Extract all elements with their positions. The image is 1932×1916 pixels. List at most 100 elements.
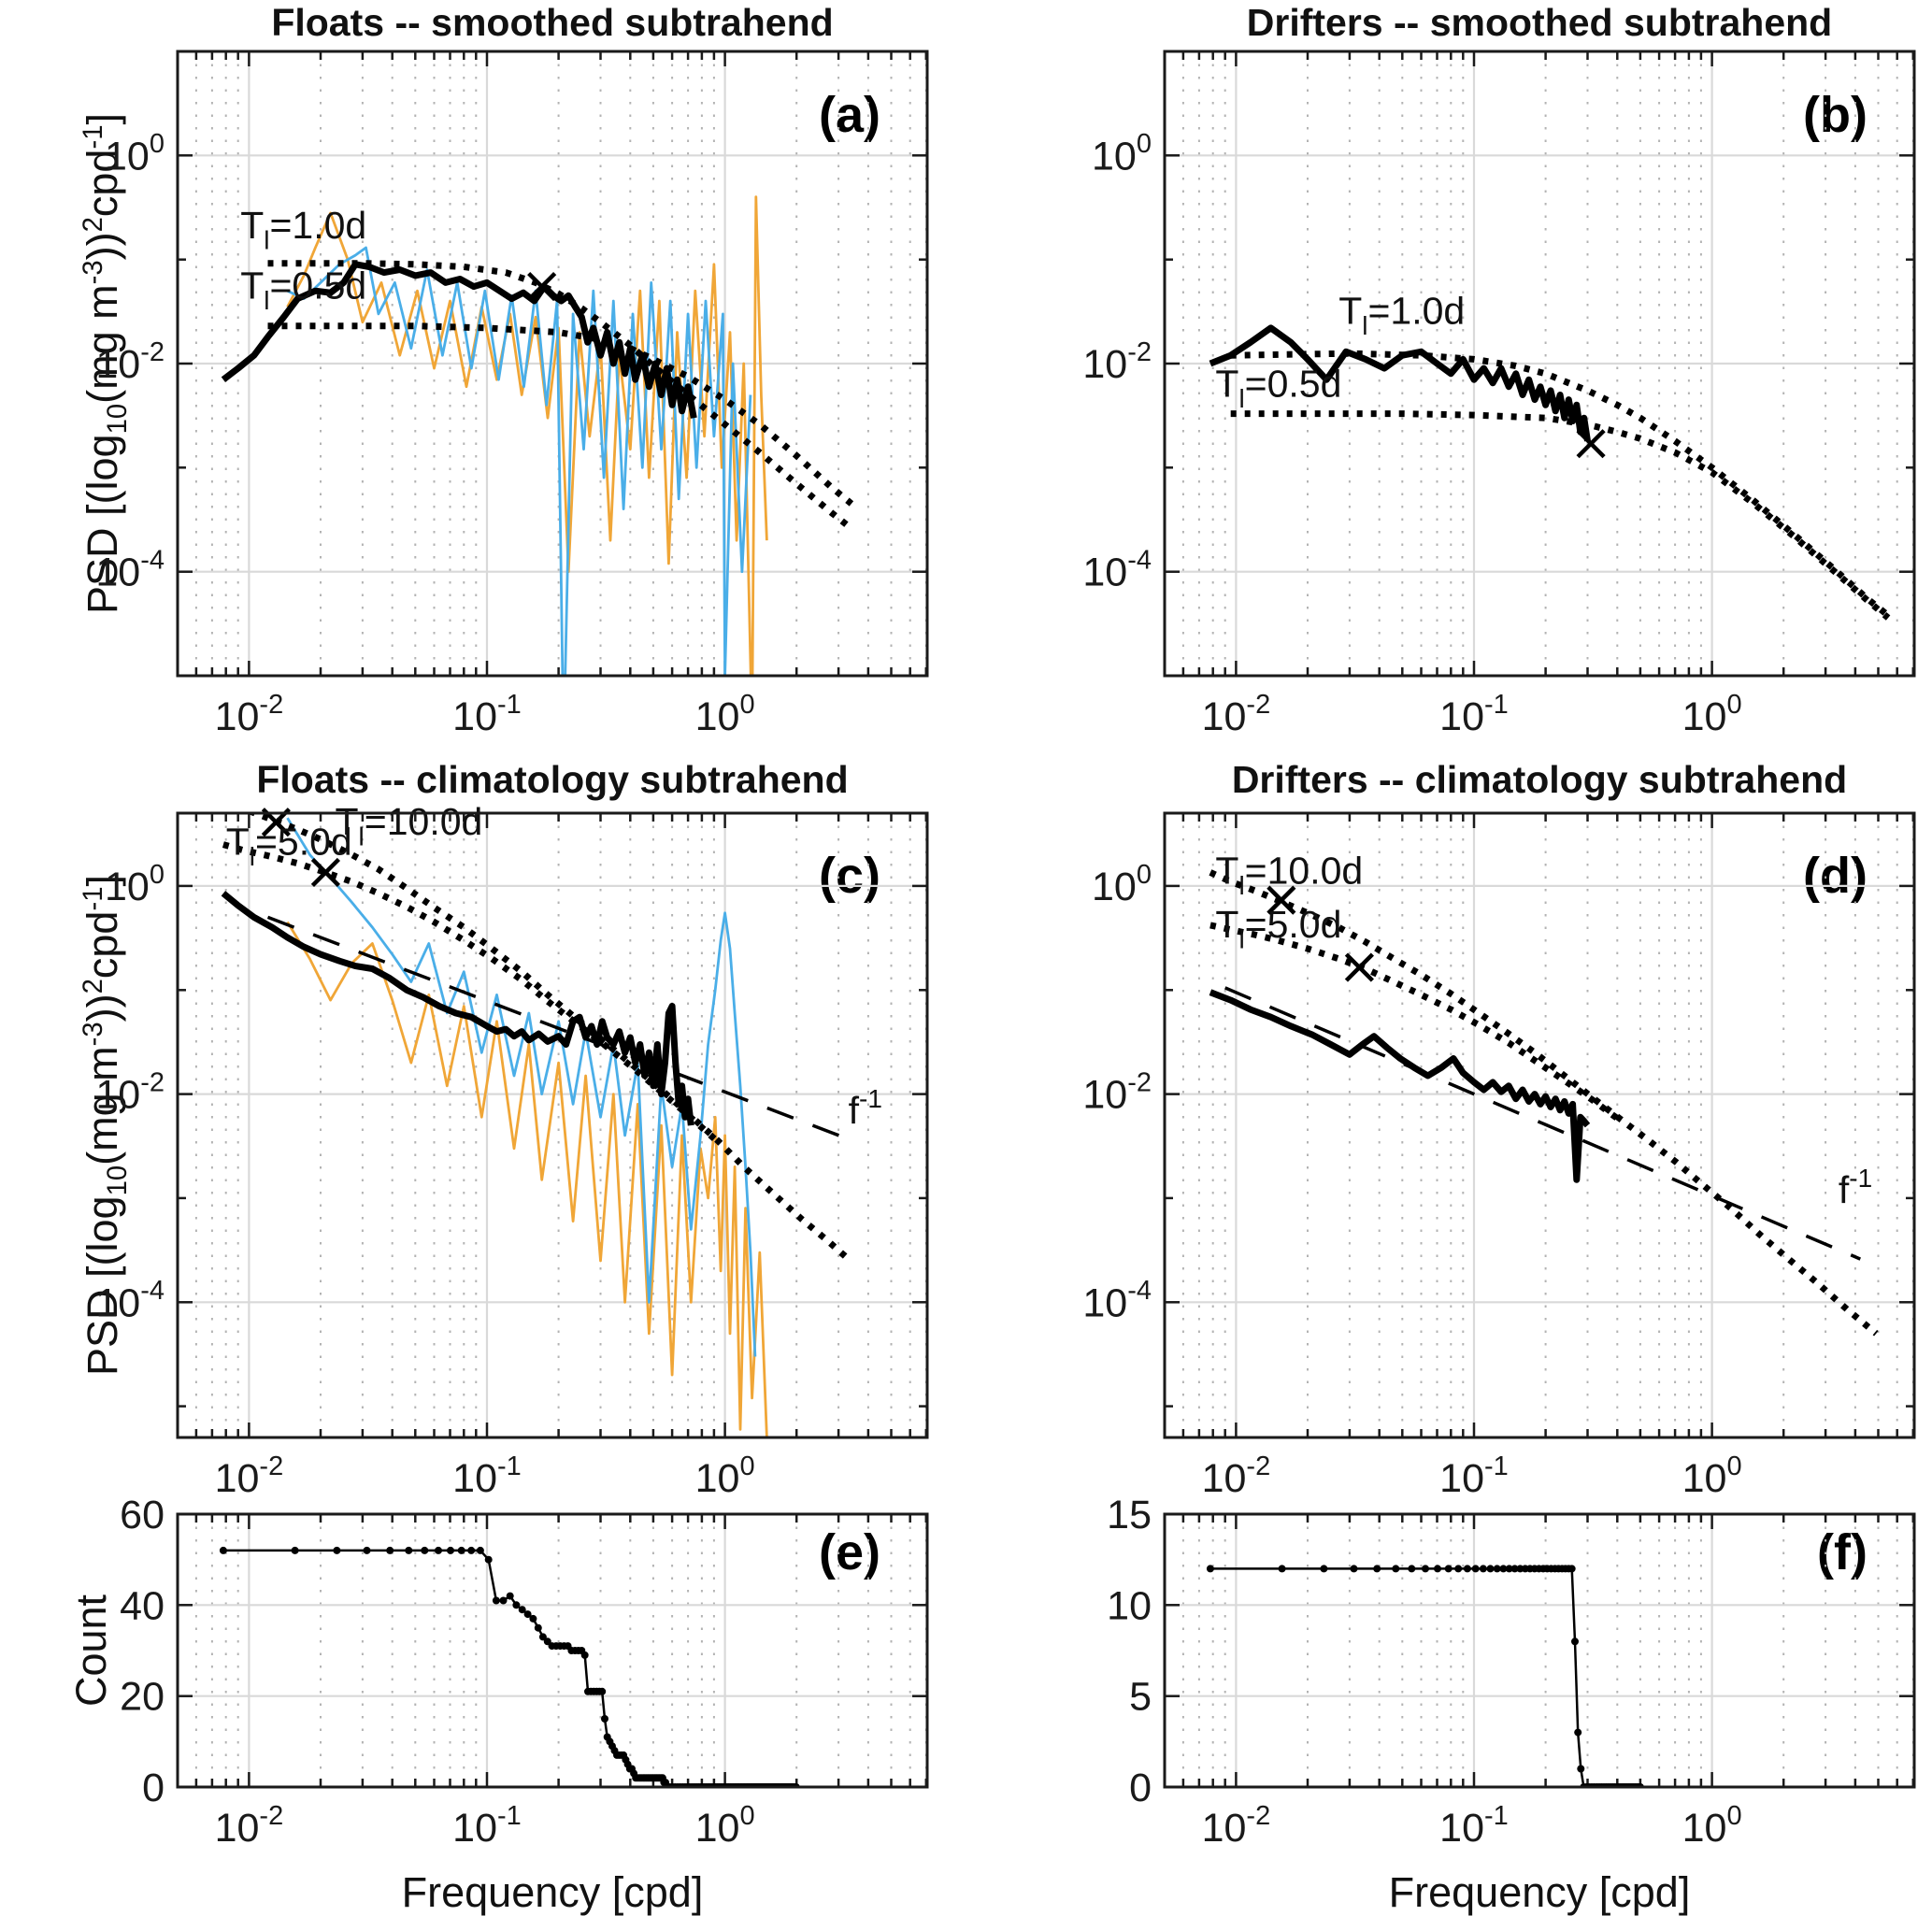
x-markers-d (1267, 885, 1374, 982)
ticks-e (178, 1512, 928, 1789)
y-tick-labels-f: 0 5 10 15 (1107, 1493, 1152, 1810)
annotation-d-1: Tl=5.0d (1215, 903, 1341, 953)
axis-box-c (176, 811, 929, 1439)
annotation-d-2: f-1 (1839, 1164, 1872, 1211)
panel-f-plot: 10-2 10-1 100 0 5 10 15 (1107, 1493, 1916, 1851)
annotation-c-1: Tl=10.0d (336, 800, 483, 851)
series-float-psd-member-1 (286, 195, 768, 676)
series-filter-response-T0.5d (1230, 410, 1891, 621)
grid-c (178, 813, 927, 1437)
svg-text:15: 15 (1107, 1493, 1152, 1537)
svg-text:10-2: 10-2 (1202, 1451, 1271, 1501)
x-markers-a (527, 271, 557, 302)
svg-text:10-1: 10-1 (1439, 690, 1509, 739)
annotation-c-2: f-1 (849, 1084, 882, 1132)
panel-e-plot: 10-2 10-1 100 0 20 40 60 (120, 1493, 929, 1851)
count-ylabel: Count (67, 1594, 115, 1708)
svg-text:10-2: 10-2 (1082, 1068, 1152, 1118)
svg-text:20: 20 (120, 1675, 165, 1720)
series-drifter-mean-psd (1209, 989, 1591, 1183)
axis-box-d (1163, 811, 1916, 1439)
panel-e-letter: (e) (819, 1524, 880, 1580)
xlabel-left: Frequency [cpd] (401, 1868, 704, 1916)
annotation-a-0: Tl=1.0d (240, 204, 366, 254)
panel-c-letter: (c) (819, 848, 880, 904)
series-float-psd-member-1 (286, 921, 768, 1437)
svg-text:10-2: 10-2 (95, 337, 165, 387)
svg-text:100: 100 (1682, 1801, 1742, 1851)
series-filter-response-T0.5d (267, 322, 854, 507)
panel-b-title: Drifters -- smoothed subtrahend (1246, 1, 1833, 44)
axis-box-a (176, 50, 929, 678)
grid-d (1165, 813, 1914, 1437)
axis-box-e (176, 1512, 929, 1789)
svg-text:10-2: 10-2 (1202, 690, 1271, 739)
svg-text:10-4: 10-4 (1082, 1276, 1152, 1325)
svg-text:10-4: 10-4 (1082, 546, 1152, 595)
annotation-d-0: Tl=10.0d (1215, 850, 1363, 900)
svg-text:40: 40 (120, 1583, 165, 1628)
series-filter-response-T1.0d (1230, 350, 1891, 619)
svg-text:10-2: 10-2 (215, 1451, 284, 1501)
panel-b-plot: Tl=1.0d Tl=0.5d 10-2 10-1 100 100 10-2 10-4 (1082, 50, 1916, 739)
svg-text:10-2: 10-2 (1082, 337, 1152, 387)
svg-text:100: 100 (695, 690, 755, 739)
panel-d-letter: (d) (1803, 848, 1868, 904)
svg-text:100: 100 (695, 1801, 755, 1851)
svg-text:100: 100 (1092, 129, 1152, 179)
ticks-f (1165, 1512, 1915, 1789)
svg-text:60: 60 (120, 1493, 165, 1537)
svg-text:10-2: 10-2 (215, 1801, 284, 1851)
y-tick-labels-e: 0 20 40 60 (120, 1493, 165, 1810)
annotation-c-0: Tl=5.0d (226, 820, 352, 870)
svg-text:100: 100 (695, 1451, 755, 1501)
svg-text:10-2: 10-2 (95, 1068, 165, 1118)
panel-d-title: Drifters -- climatology subtrahend (1231, 758, 1848, 801)
annotation-b-0: Tl=1.0d (1338, 290, 1465, 340)
grid-a (178, 51, 927, 676)
x-markers-b (1576, 429, 1606, 459)
svg-text:10-4: 10-4 (95, 1276, 165, 1325)
x-tick-labels-e: 10-2 10-1 100 (215, 1801, 755, 1851)
x-tick-labels-d: 10-2 10-1 100 (1202, 1451, 1742, 1501)
x-tick-labels-b: 10-2 10-1 100 (1202, 690, 1742, 739)
y-tick-labels-b: 100 10-2 10-4 (1082, 129, 1152, 594)
svg-text:100: 100 (105, 129, 165, 179)
xlabel-right: Frequency [cpd] (1388, 1868, 1691, 1916)
series-f-inverse-reference (266, 915, 846, 1140)
series-float-psd-member-2 (286, 246, 752, 676)
svg-text:100: 100 (1682, 1451, 1742, 1501)
svg-text:10-1: 10-1 (452, 1801, 522, 1851)
panel-a-plot: Tl=1.0d Tl=0.5d 10-2 10-1 100 100 10-2 10-4 (95, 50, 929, 739)
axis-box-f (1163, 1512, 1916, 1789)
y-tick-labels-c: 100 10-2 10-4 (95, 860, 165, 1325)
x-tick-labels-c: 10-2 10-1 100 (215, 1451, 755, 1501)
svg-text:100: 100 (105, 860, 165, 909)
svg-text:10: 10 (1107, 1583, 1152, 1628)
series-filter-response-T10.0d (245, 813, 851, 1262)
grid-f (1165, 1514, 1914, 1787)
annotation-b-1: Tl=0.5d (1215, 363, 1341, 413)
series-drifter-obs-count (1206, 1565, 1644, 1787)
panel-a-letter: (a) (819, 87, 880, 143)
annotation-a-1: Tl=0.5d (240, 265, 366, 315)
y-tick-labels-d: 100 10-2 10-4 (1082, 860, 1152, 1325)
series-float-mean-psd (221, 891, 694, 1126)
series-float-psd-member-2 (286, 817, 757, 1357)
x-tick-labels-a: 10-2 10-1 100 (215, 690, 755, 739)
y-tick-labels-a: 100 10-2 10-4 (95, 129, 165, 594)
panel-c-title: Floats -- climatology subtrahend (256, 758, 849, 801)
svg-text:5: 5 (1129, 1675, 1152, 1720)
grid-e (178, 1514, 927, 1787)
svg-text:0: 0 (1129, 1766, 1152, 1810)
svg-text:10-2: 10-2 (1202, 1801, 1271, 1851)
svg-text:100: 100 (1092, 860, 1152, 909)
svg-text:10-4: 10-4 (95, 546, 165, 595)
svg-text:10-2: 10-2 (215, 690, 284, 739)
x-tick-labels-f: 10-2 10-1 100 (1202, 1801, 1742, 1851)
svg-text:0: 0 (142, 1766, 165, 1810)
series-drifter-mean-psd (1209, 324, 1591, 442)
